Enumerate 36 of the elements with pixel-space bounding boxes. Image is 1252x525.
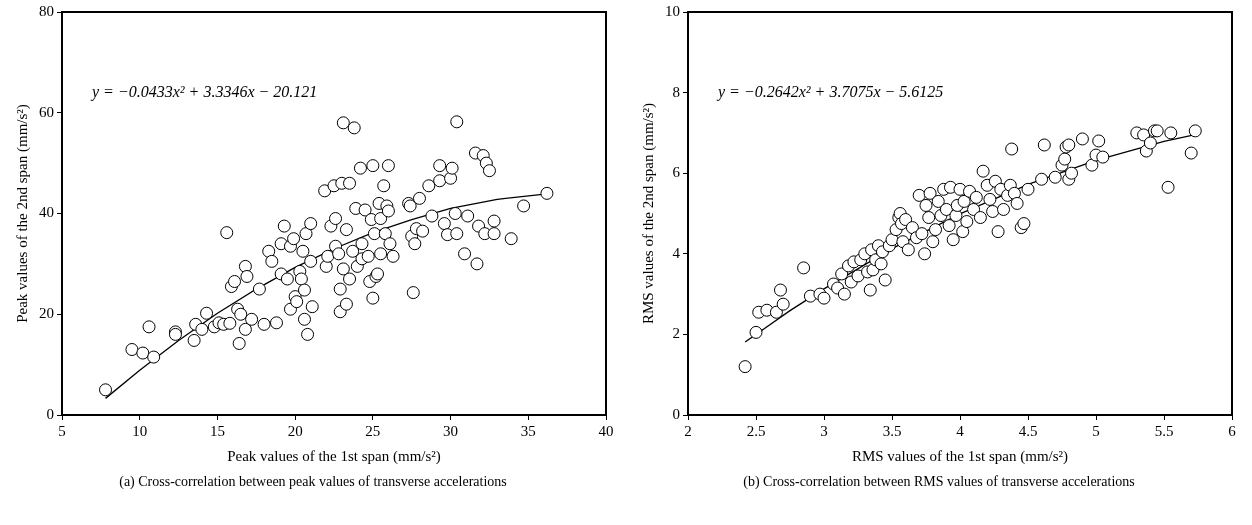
- x-tick-label: 2.5: [746, 422, 766, 439]
- x-tick-label: 20: [287, 422, 303, 439]
- annotation: y = −0.0433x² + 3.3346x − 20.121: [90, 82, 318, 101]
- y-tick-label: 40: [39, 204, 54, 221]
- y-tick-label: 6: [672, 164, 681, 181]
- x-tick-label: 4: [956, 422, 965, 439]
- x-tick-label: 5: [58, 422, 66, 439]
- x-tick-label: 10: [132, 422, 148, 439]
- x-tick-label: 15: [209, 422, 225, 439]
- text: (a) Cross-correlation between peak values of transverse accelerations: [118, 474, 508, 490]
- text: (b) Cross-correlation between RMS values of transverse accelerations: [742, 474, 1136, 490]
- x-tick-label: 40: [598, 422, 614, 439]
- x-axis-title: Peak values of the 1st span (mm/s²): [227, 447, 441, 465]
- y-tick-label: 60: [39, 103, 54, 120]
- y-axis-title: Peak values of the 2nd span (mm/s²): [13, 104, 31, 323]
- y-tick-label: 2: [672, 325, 680, 342]
- y-tick-label: 0: [46, 405, 54, 422]
- y-tick-label: 0: [672, 405, 680, 422]
- x-tick-label: 5.5: [1154, 422, 1174, 439]
- x-tick-label: 4.5: [1018, 422, 1038, 439]
- y-tick-label: 10: [665, 2, 680, 19]
- x-tick-label: 2: [684, 422, 692, 439]
- x-tick-label: 25: [365, 422, 381, 439]
- y-axis-title: RMS values of the 2nd span (mm/s²): [639, 102, 657, 325]
- annotation: y = −0.2642x² + 3.7075x − 5.6125: [716, 82, 944, 101]
- x-tick-label: 5: [1092, 422, 1100, 439]
- x-tick-label: 3: [820, 422, 828, 439]
- y-tick-label: 80: [39, 2, 54, 19]
- x-tick-label: 3.5: [882, 422, 902, 439]
- x-axis-title: RMS values of the 1st span (mm/s²): [851, 447, 1069, 465]
- y-tick-label: 8: [672, 83, 680, 100]
- y-tick-label: 4: [672, 244, 681, 261]
- x-tick-label: 30: [443, 422, 459, 439]
- x-tick-label: 35: [520, 422, 536, 439]
- y-tick-label: 20: [39, 305, 54, 322]
- x-tick-label: 6: [1228, 422, 1237, 439]
